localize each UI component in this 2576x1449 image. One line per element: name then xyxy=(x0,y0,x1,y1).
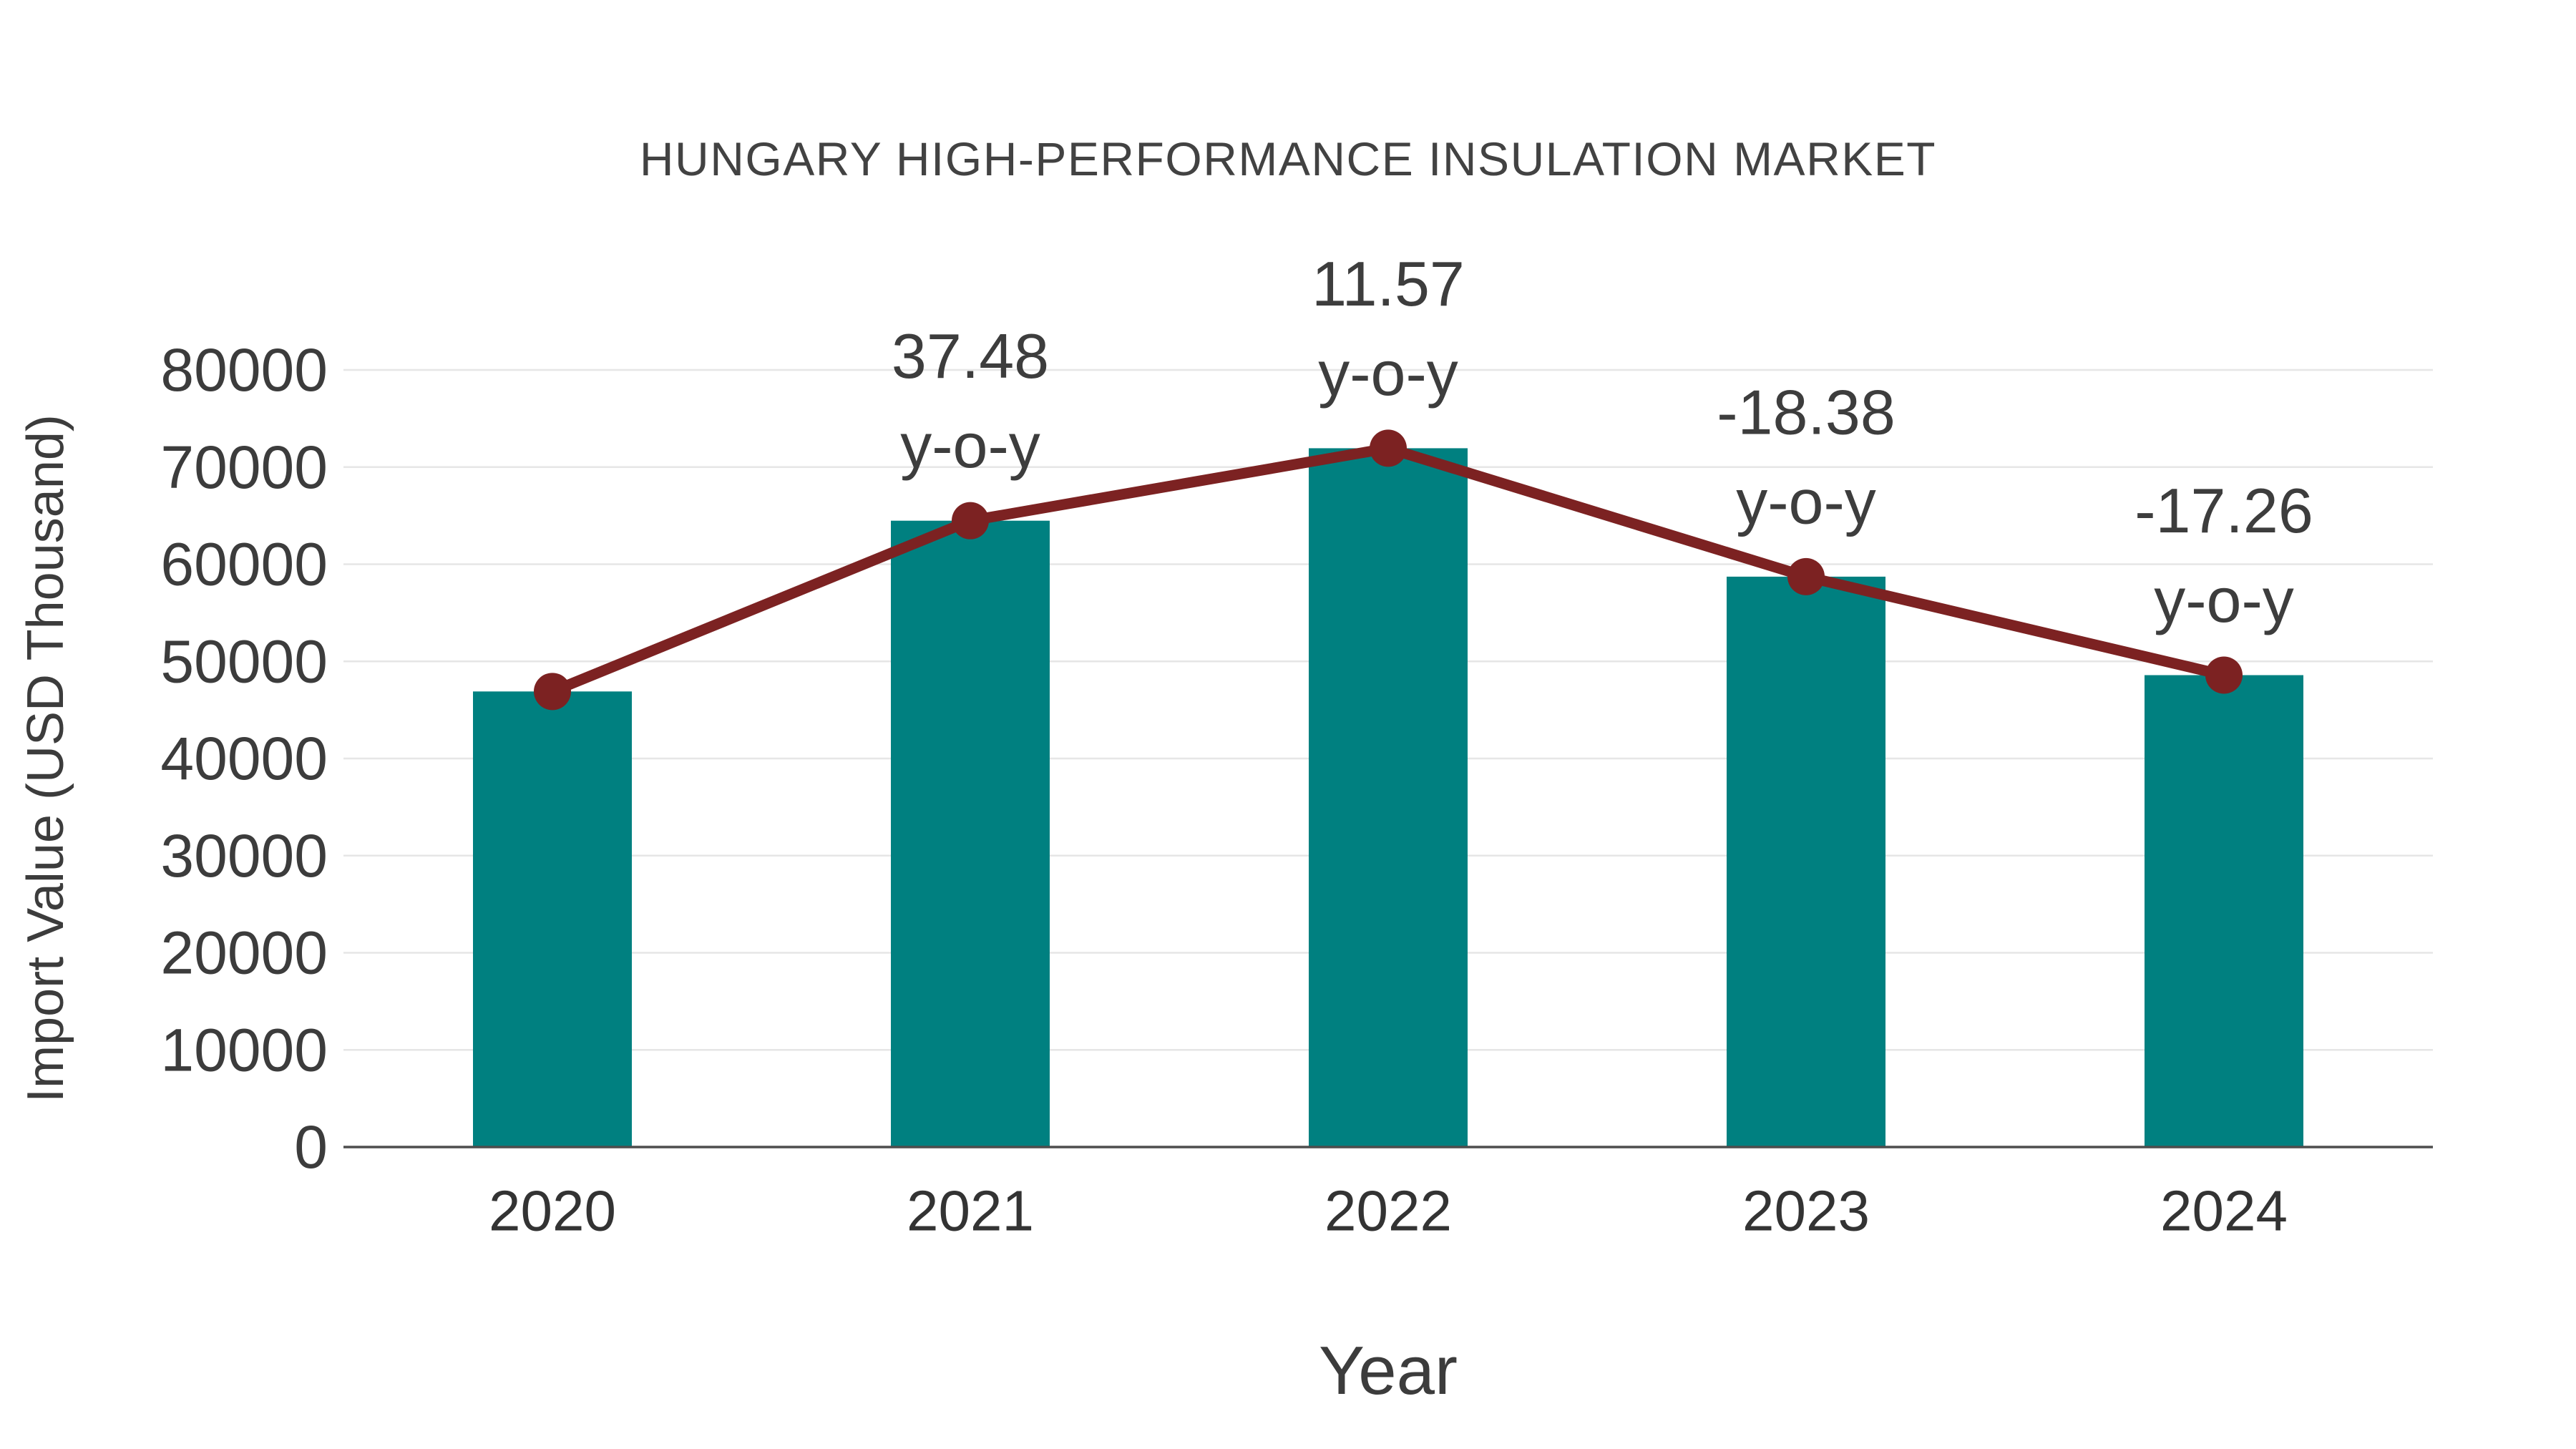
bars-layer xyxy=(473,448,2303,1147)
annotations-layer: 37.48 y-o-y 11.57 y-o-y -18.38 y-o-y -17.26 y-o… xyxy=(892,248,2313,635)
data-point-marker xyxy=(1370,429,1407,467)
data-point-marker xyxy=(2205,656,2243,694)
y-tick-label: 30000 xyxy=(160,822,328,889)
annotation-value: 11.57 xyxy=(1312,248,1465,319)
y-axis-title: Import Value (USD Thousand) xyxy=(17,414,74,1103)
y-tick-label: 70000 xyxy=(160,434,328,501)
annotation-value: 37.48 xyxy=(892,321,1049,391)
y-tick-label: 0 xyxy=(294,1113,328,1181)
y-tick-label: 50000 xyxy=(160,628,328,695)
annotation-sublabel: y-o-y xyxy=(1318,338,1458,409)
bar xyxy=(1727,576,1885,1147)
data-point-marker xyxy=(534,673,571,711)
x-axis-title: Year xyxy=(1319,1332,1458,1409)
annotation-value: -18.38 xyxy=(1717,376,1896,447)
annotation-value: -17.26 xyxy=(2135,475,2313,546)
y-tick-labels-layer: 0 10000 20000 30000 40000 50000 60000 70000 8000… xyxy=(160,336,328,1181)
x-tick-labels-layer: 2020 2021 2022 2023 2024 xyxy=(489,1179,2288,1243)
data-point-marker xyxy=(1787,557,1825,595)
bar xyxy=(473,691,632,1147)
data-point-marker xyxy=(952,502,989,540)
y-tick-label: 40000 xyxy=(160,725,328,792)
x-tick-label: 2024 xyxy=(2160,1179,2288,1243)
y-tick-label: 60000 xyxy=(160,531,328,598)
annotation-sublabel: y-o-y xyxy=(2154,565,2294,635)
y-tick-label: 20000 xyxy=(160,919,328,987)
x-tick-label: 2022 xyxy=(1324,1179,1452,1243)
bar xyxy=(1309,448,1468,1147)
y-tick-label: 80000 xyxy=(160,336,328,404)
x-tick-label: 2021 xyxy=(907,1179,1034,1243)
x-tick-label: 2023 xyxy=(1742,1179,1870,1243)
chart-title: HUNGARY HIGH-PERFORMANCE INSULATION MARK… xyxy=(640,132,1936,185)
bar xyxy=(891,520,1050,1147)
annotation-sublabel: y-o-y xyxy=(1736,466,1876,537)
markers-layer xyxy=(534,429,2243,711)
y-tick-label: 10000 xyxy=(160,1016,328,1083)
bar xyxy=(2145,675,2303,1147)
x-tick-label: 2020 xyxy=(489,1179,616,1243)
annotation-sublabel: y-o-y xyxy=(900,410,1040,481)
